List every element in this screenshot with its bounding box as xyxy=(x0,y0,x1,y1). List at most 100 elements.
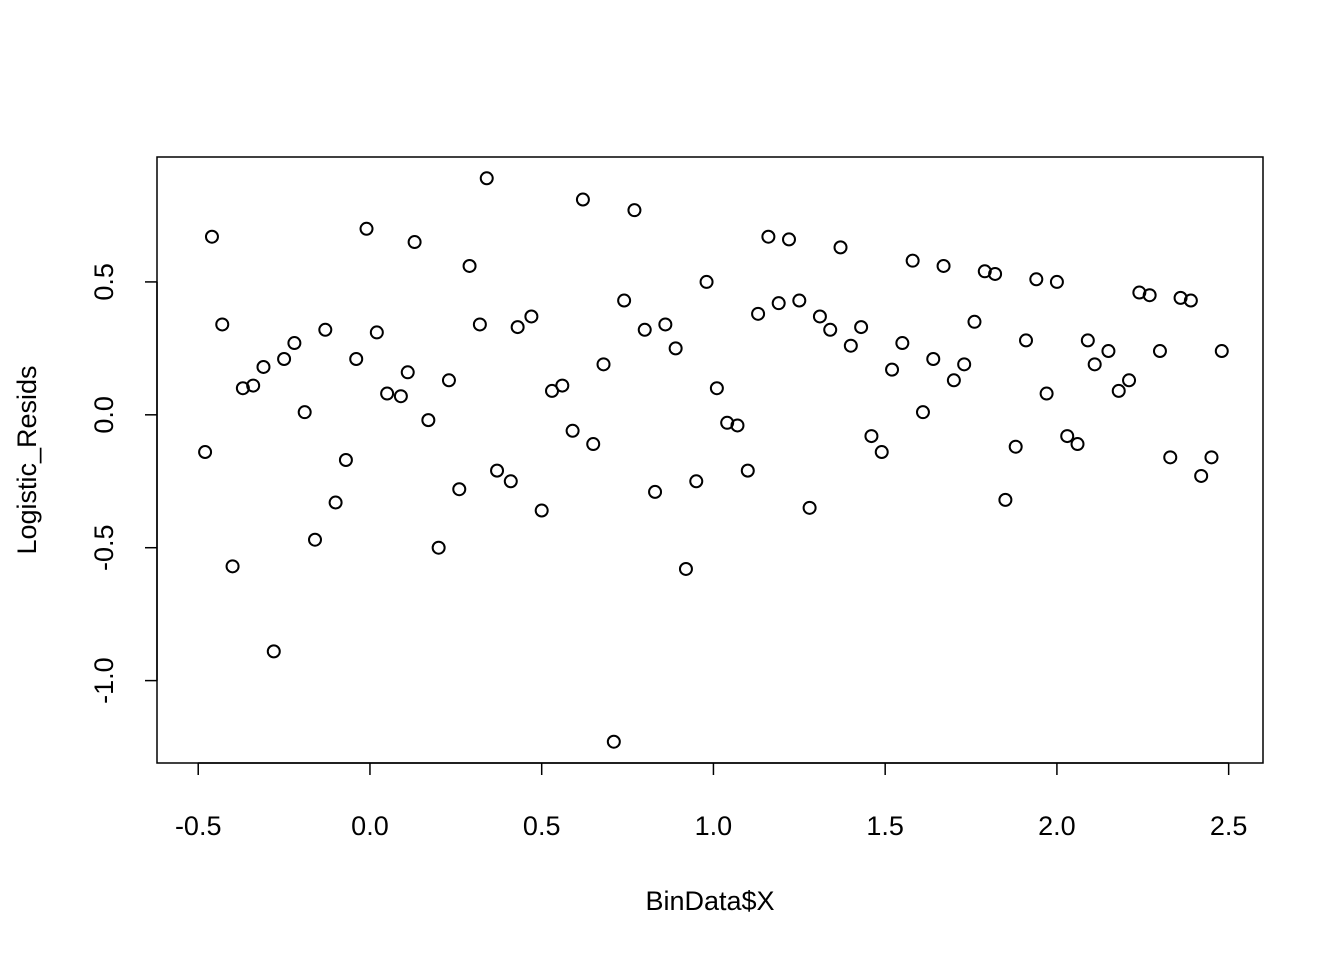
data-point xyxy=(802,500,817,515)
data-point xyxy=(1152,344,1167,359)
data-point xyxy=(699,274,714,289)
data-point xyxy=(400,365,415,380)
y-axis-title: Logistic_Resids xyxy=(12,365,42,554)
y-axis: -1.0 -0.5 0.0 0.5 xyxy=(89,263,158,704)
data-point xyxy=(524,309,539,324)
x-tick-label: 0.5 xyxy=(523,811,561,841)
y-tick-label: 0.0 xyxy=(89,396,119,434)
data-point xyxy=(730,418,745,433)
data-point xyxy=(843,338,858,353)
data-point xyxy=(936,258,951,273)
data-point xyxy=(1087,357,1102,372)
data-point xyxy=(998,492,1013,507)
data-point xyxy=(1039,386,1054,401)
data-point xyxy=(988,266,1003,281)
data-point xyxy=(472,317,487,332)
data-point xyxy=(565,423,580,438)
data-point xyxy=(277,352,292,366)
data-point xyxy=(308,532,322,547)
data-point xyxy=(812,309,827,324)
data-point xyxy=(1122,373,1137,388)
data-point xyxy=(709,381,724,396)
data-point xyxy=(617,293,632,308)
data-point xyxy=(1019,333,1033,348)
x-tick-label: -0.5 xyxy=(175,811,222,841)
data-point xyxy=(575,192,590,207)
data-point xyxy=(740,463,755,478)
data-point xyxy=(1111,383,1126,398)
data-point xyxy=(678,561,693,576)
data-point xyxy=(431,540,446,555)
data-point xyxy=(1070,437,1085,452)
data-point xyxy=(1080,333,1095,348)
data-point xyxy=(318,322,333,337)
data-point xyxy=(782,232,796,247)
data-point xyxy=(503,474,518,489)
data-point xyxy=(1008,439,1023,454)
data-point xyxy=(393,389,408,404)
data-point xyxy=(380,386,395,401)
x-tick-label: 2.5 xyxy=(1210,811,1248,841)
data-point xyxy=(885,362,900,377)
data-point xyxy=(864,429,879,444)
y-tick-label: -1.0 xyxy=(89,657,119,704)
data-point xyxy=(792,293,807,308)
data-point xyxy=(421,413,436,428)
data-point xyxy=(915,405,930,420)
data-point xyxy=(215,317,230,332)
data-point xyxy=(287,336,302,351)
data-point xyxy=(1183,293,1198,308)
data-point xyxy=(198,445,213,460)
data-point xyxy=(359,221,374,236)
data-point xyxy=(349,352,364,366)
data-point xyxy=(761,229,776,244)
data-point xyxy=(256,359,271,374)
data-point xyxy=(596,357,611,372)
data-point xyxy=(338,453,353,467)
data-point xyxy=(1049,274,1064,289)
x-axis: -0.5 0.0 0.5 1.0 1.5 2.0 2.5 xyxy=(175,762,1248,841)
data-point xyxy=(246,378,261,393)
data-point xyxy=(328,495,343,510)
data-point xyxy=(225,559,240,574)
data-point xyxy=(874,445,889,460)
x-axis-title: BinData$X xyxy=(645,886,774,916)
data-point xyxy=(751,306,766,321)
data-point xyxy=(648,484,663,499)
data-point xyxy=(490,463,505,478)
x-tick-label: 1.0 xyxy=(695,811,733,841)
data-point xyxy=(926,352,941,366)
data-point xyxy=(1142,288,1157,303)
data-point xyxy=(967,314,982,329)
data-point xyxy=(606,734,621,749)
data-point xyxy=(771,296,786,311)
data-point xyxy=(534,503,549,518)
data-point xyxy=(586,437,601,452)
data-point xyxy=(1029,272,1044,287)
x-tick-label: 0.0 xyxy=(351,811,389,841)
y-tick-label: 0.5 xyxy=(89,263,119,301)
data-point xyxy=(407,235,422,250)
data-point xyxy=(1101,344,1116,359)
data-point xyxy=(369,325,384,340)
data-point xyxy=(555,378,570,393)
data-point xyxy=(266,644,281,659)
data-points xyxy=(198,171,1229,749)
data-point xyxy=(510,320,525,335)
data-point xyxy=(637,322,652,337)
data-point xyxy=(1194,468,1209,483)
data-point xyxy=(441,373,456,388)
x-tick-label: 1.5 xyxy=(866,811,904,841)
data-point xyxy=(823,322,838,337)
data-point xyxy=(854,320,869,335)
data-point xyxy=(462,258,477,273)
data-point xyxy=(1060,429,1075,444)
y-tick-label: -0.5 xyxy=(89,524,119,571)
data-point xyxy=(1163,450,1178,465)
data-point xyxy=(957,357,972,372)
data-point xyxy=(452,482,467,497)
data-point xyxy=(1214,344,1229,359)
data-point xyxy=(668,341,683,356)
x-tick-label: 2.0 xyxy=(1038,811,1076,841)
